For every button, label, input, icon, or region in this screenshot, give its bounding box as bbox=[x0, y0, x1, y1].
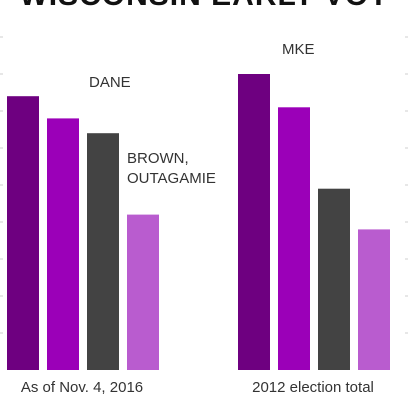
annotation-mke: MKE bbox=[282, 41, 315, 58]
bar-group1-series3 bbox=[358, 229, 390, 370]
x-tick-labels: As of Nov. 4, 2016 2012 election total bbox=[21, 379, 374, 396]
chart-title: WISCONSIN EARLY VOT bbox=[19, 0, 388, 12]
bars bbox=[7, 74, 390, 371]
bar-group0-series0 bbox=[7, 96, 39, 370]
annotation-dane: DANE bbox=[89, 74, 131, 91]
annotation-brown: BROWN, bbox=[127, 150, 189, 167]
annotation-outagamie: OUTAGAMIE bbox=[127, 170, 216, 187]
x-tick-label-0: As of Nov. 4, 2016 bbox=[21, 379, 143, 396]
annotations: MKE DANE BROWN, OUTAGAMIE bbox=[89, 41, 315, 187]
bar-group0-series3 bbox=[127, 214, 159, 370]
bar-group1-series1 bbox=[278, 107, 310, 371]
bar-group0-series1 bbox=[47, 118, 79, 371]
bar-group1-series0 bbox=[238, 74, 270, 370]
x-tick-label-1: 2012 election total bbox=[252, 379, 374, 396]
bar-group1-series2 bbox=[318, 188, 350, 370]
bar-group0-series2 bbox=[87, 133, 119, 370]
